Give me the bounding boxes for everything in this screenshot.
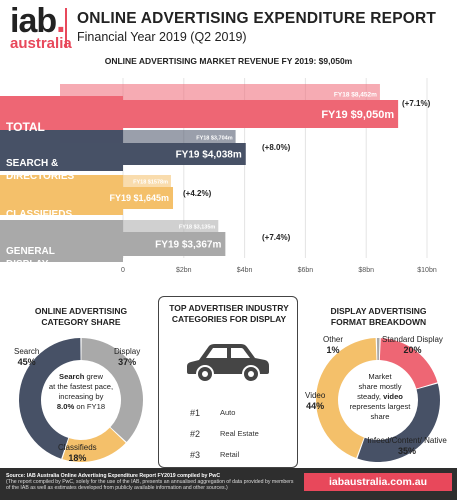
bar-value-fy18: FY18 $8,452m	[334, 92, 377, 99]
car-icon	[187, 344, 269, 383]
bar-fy18	[60, 175, 171, 187]
bar-fy18	[60, 220, 219, 232]
donut-label-video: Video 44%	[305, 391, 326, 411]
list-item: #2 Real Estate	[190, 428, 259, 439]
revenue-bar-chart: FY18 $8,452m FY19 $9,050m (+7.1%) FY18 $3,7…	[0, 78, 437, 274]
report-subtitle: Financial Year 2019 (Q2 2019)	[77, 30, 247, 44]
donut-slice-classifieds	[62, 427, 126, 462]
tick-label: $8bn	[358, 267, 374, 274]
donut-hole	[42, 361, 120, 439]
footer-website-link[interactable]: iabaustralia.com.au	[304, 473, 452, 491]
growth-label: (+7.1%)	[402, 99, 431, 108]
donut-slice-other	[376, 338, 380, 361]
report-title: ONLINE ADVERTISING EXPENDITURE REPORT	[77, 10, 437, 27]
bar-value-fy18: FY18 $3,704m	[196, 136, 232, 142]
bar-label-display: GENERAL DISPLAY	[6, 246, 55, 270]
growth-label: (+4.2%)	[183, 189, 212, 198]
bar-value-fy19: FY19 $3,367m	[155, 240, 221, 251]
footer-source: Source: IAB Australia Online Advertising…	[6, 473, 294, 492]
tick-label: $6bn	[298, 267, 314, 274]
bar-label-total: TOTAL	[6, 119, 45, 134]
category-share-note: Search grew at the fastest pace, increas…	[48, 372, 114, 411]
list-item: #1 Auto	[190, 407, 236, 418]
category-share-donut	[19, 338, 143, 462]
bar-fy18	[60, 130, 236, 143]
donut-label-classifieds: Classifieds 18%	[58, 443, 97, 463]
growth-label: (+7.4%)	[262, 233, 291, 242]
donut-slice-video	[316, 338, 377, 459]
iab-logo-subtitle: australia	[10, 35, 72, 52]
bar-label-search: SEARCH & DIRECTORIES	[6, 158, 75, 182]
top-industries-panel	[158, 296, 298, 468]
donut-slice-search	[19, 338, 81, 459]
bar-value-fy18: FY18 $1578m	[133, 180, 168, 186]
donut-label-standard: Standard Display 20%	[382, 335, 443, 355]
format-breakdown-donut	[316, 338, 440, 462]
list-item: #3 Retail	[190, 449, 240, 460]
chart-title: ONLINE ADVERTISING MARKET REVENUE FY 201…	[104, 56, 353, 66]
header-divider	[65, 8, 67, 48]
bar-fy19	[60, 100, 399, 128]
donut-label-display: Display 37%	[114, 347, 141, 367]
category-share-title: ONLINE ADVERTISING CATEGORY SHARE	[34, 306, 128, 327]
top-industries-title: TOP ADVERTISER INDUSTRY CATEGORIES FOR DI…	[169, 303, 289, 324]
bar-fy19	[60, 232, 226, 256]
donut-label-other: Other 1%	[323, 335, 344, 355]
bar-fy18	[60, 84, 380, 100]
bar-value-fy19: FY19 $4,038m	[176, 150, 242, 161]
donut-label-search: Search 45%	[14, 347, 40, 367]
bar-fy19	[60, 143, 246, 165]
donut-slice-standard	[379, 338, 438, 389]
iab-logo: iab.	[10, 2, 66, 40]
growth-label: (+8.0%)	[262, 143, 291, 152]
format-breakdown-title: DISPLAY ADVERTISING FORMAT BREAKDOWN	[330, 306, 427, 327]
bar-value-fy19: FY19 $1,645m	[109, 193, 169, 203]
donut-label-native: Infeed/Content/ Native 35%	[367, 436, 447, 456]
tick-label: $4bn	[237, 267, 253, 274]
tick-label: $10bn	[417, 267, 437, 274]
bar-value-fy18: FY18 $3,135m	[179, 225, 215, 231]
tick-label: $2bn	[176, 267, 192, 274]
donut-slice-native	[357, 383, 440, 462]
bar-value-fy19: FY19 $9,050m	[321, 109, 394, 121]
donut-slice-display	[81, 338, 143, 442]
bar-fy19	[60, 187, 174, 209]
bar-label-classifieds: CLASSIFIEDS	[6, 208, 73, 220]
format-breakdown-note: Market share mostly steady, video repres…	[349, 372, 411, 421]
tick-label: 0	[121, 267, 125, 274]
industry-list: #1 Auto #2 Real Estate #3 Retail	[190, 402, 290, 465]
donut-hole	[339, 361, 417, 439]
